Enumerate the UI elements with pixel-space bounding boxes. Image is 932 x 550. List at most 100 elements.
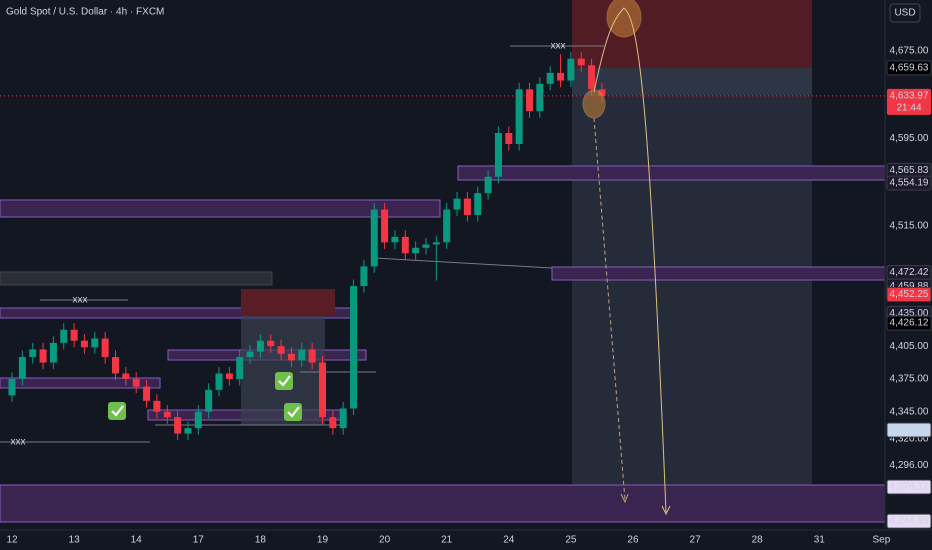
candle-body (112, 357, 120, 374)
zone (0, 199, 441, 218)
zone (551, 266, 886, 281)
candle-body (8, 378, 16, 396)
x-tick-label: 13 (69, 535, 81, 546)
price-tag-label: 4,554.19 (890, 178, 929, 189)
price-tag-label: 4,426.12 (890, 318, 929, 329)
stop-zone (241, 316, 325, 425)
candle-body (143, 386, 151, 401)
candle-body (536, 83, 544, 112)
candle-body (339, 408, 347, 429)
currency-button[interactable] (889, 3, 921, 23)
annotation: xxx (11, 437, 26, 448)
candle-body (153, 400, 161, 412)
candle-body (577, 58, 585, 66)
candle-body (453, 198, 461, 210)
x-tick-label: 12 (6, 535, 18, 546)
x-tick-label: 28 (752, 535, 764, 546)
candle-body (422, 244, 430, 248)
candle-body (29, 349, 37, 358)
candle-body (267, 340, 275, 347)
x-tick-label: 18 (255, 535, 267, 546)
zone (0, 271, 273, 286)
candle-body (443, 209, 451, 243)
x-tick-label: Sep (872, 535, 890, 546)
candle-body (49, 342, 57, 363)
candle-body (401, 236, 409, 254)
candle-body (515, 89, 523, 144)
candle-body (505, 133, 513, 144)
y-tick-label: 4,515.00 (890, 221, 929, 232)
candle-body (381, 209, 389, 243)
x-tick-label: 27 (690, 535, 702, 546)
candle-body (298, 349, 306, 361)
annotation: xxx (73, 295, 88, 306)
check-icon (284, 403, 302, 421)
zone (0, 377, 161, 389)
candle-body (391, 236, 399, 243)
arrow-path (593, 7, 667, 513)
candle-body (256, 340, 264, 352)
candle-body (163, 411, 171, 418)
price-tag (886, 287, 932, 303)
circle (606, 0, 642, 38)
arrow-path (593, 117, 626, 501)
candle-body (132, 378, 140, 387)
x-tick-label: 21 (441, 535, 453, 546)
candle-body (474, 193, 482, 215)
x-tick-label: 26 (627, 535, 639, 546)
demand-zone (0, 484, 886, 523)
candle-body (463, 198, 471, 215)
candle-body (174, 417, 182, 434)
countdown: 21:44 (896, 103, 921, 114)
price-tag-label: 4,659.63 (890, 62, 929, 73)
check (111, 405, 124, 417)
x-tick-label: 24 (503, 535, 515, 546)
current-price-label: 4,633.97 (890, 91, 929, 102)
y-tick-label: 4,675.00 (890, 46, 929, 57)
price-tag-label: 4,244.95 (890, 516, 929, 527)
candle-body (588, 65, 596, 90)
level-line (374, 257, 553, 269)
price-tag (886, 60, 932, 76)
y-tick-label: 4,320.00 (890, 434, 929, 445)
current-price-tag (887, 88, 931, 115)
x-tick-label: 17 (193, 535, 205, 546)
price-tag (886, 315, 932, 331)
candle-body (246, 351, 254, 358)
currency[interactable]: USD (894, 8, 915, 19)
x-tick-label: 31 (814, 535, 826, 546)
price-tag-label: 4,565.83 (890, 165, 929, 176)
price-tag-label: 4,328.31 (890, 425, 929, 436)
stop-zone (572, 95, 812, 521)
candle-body (122, 373, 130, 379)
candle-body (318, 362, 326, 418)
candle-body (205, 389, 213, 412)
candle-body (80, 340, 88, 348)
chart-title: Gold Spot / U.S. Dollar · 4h · FXCM (6, 7, 164, 18)
candle-body (432, 242, 440, 245)
price-tag-label: 4,435.00 (890, 308, 929, 319)
circle (582, 89, 606, 119)
candle-body (277, 346, 285, 354)
price-tag (886, 479, 932, 495)
candle-body (484, 176, 492, 194)
price-tag (886, 422, 932, 438)
y-tick-label: 4,405.00 (890, 341, 929, 352)
x-tick-label: 20 (379, 535, 391, 546)
candle-body (194, 411, 202, 429)
candle-body (60, 329, 68, 343)
entry-zone (572, 68, 812, 95)
candle-body (598, 89, 606, 96)
supply-zone (457, 165, 886, 181)
price-tag (886, 175, 932, 191)
x-tick-label: 25 (565, 535, 577, 546)
candle-body (184, 428, 192, 434)
arrow-head (661, 505, 671, 516)
candle-body (39, 349, 47, 363)
y-tick-label: 4,595.00 (890, 133, 929, 144)
checkmarks (108, 372, 302, 421)
check-icon (275, 372, 293, 390)
x-tick-label: 14 (131, 535, 143, 546)
candle-body (101, 338, 109, 358)
y-tick-label: 4,345.00 (890, 406, 929, 417)
